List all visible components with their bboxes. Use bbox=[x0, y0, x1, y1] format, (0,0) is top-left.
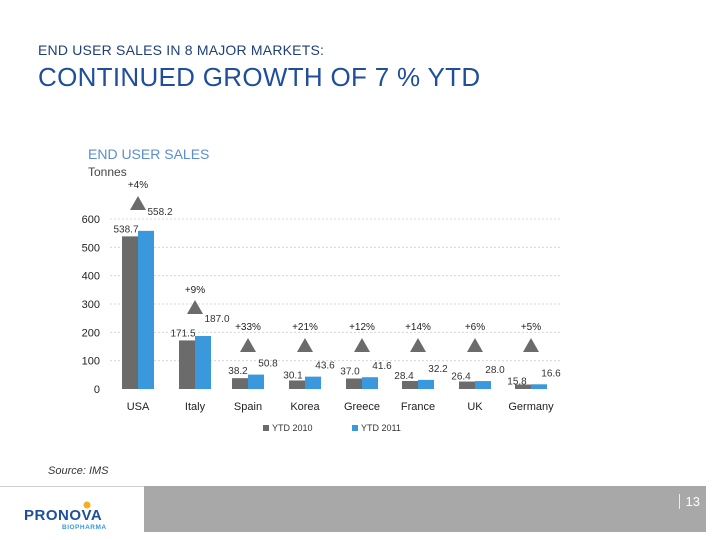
legend-swatch bbox=[263, 425, 269, 431]
data-label: 50.8 bbox=[258, 359, 278, 370]
slide-title: CONTINUED GROWTH OF 7 % YTD bbox=[38, 62, 481, 92]
growth-arrow-icon bbox=[240, 338, 256, 352]
data-label: 26.4 bbox=[451, 372, 471, 383]
slide-supertitle: END USER SALES IN 8 MAJOR MARKETS: bbox=[38, 42, 325, 58]
growth-label: +33% bbox=[235, 322, 261, 333]
legend-label: YTD 2011 bbox=[361, 423, 401, 433]
y-tick-label: 600 bbox=[82, 214, 100, 226]
y-tick-label: 300 bbox=[82, 299, 100, 311]
footer-logo-area: PRONOVA BIOPHARMA bbox=[0, 486, 144, 533]
growth-label: +21% bbox=[292, 322, 318, 333]
data-label: 28.4 bbox=[394, 371, 414, 382]
x-tick-label: Korea bbox=[290, 401, 320, 413]
bar-ytd2010 bbox=[122, 236, 138, 389]
data-label: 15.8 bbox=[507, 377, 527, 388]
page-number: 13 bbox=[678, 494, 700, 509]
bar-ytd2010 bbox=[179, 340, 195, 389]
growth-label: +12% bbox=[349, 322, 375, 333]
growth-arrow-icon bbox=[523, 338, 539, 352]
y-tick-label: 100 bbox=[82, 356, 100, 368]
growth-arrow-icon bbox=[354, 338, 370, 352]
x-tick-label: Germany bbox=[508, 401, 554, 413]
bar-ytd2011 bbox=[531, 384, 547, 389]
bar-ytd2011 bbox=[195, 336, 211, 389]
growth-label: +6% bbox=[465, 322, 485, 333]
bar-ytd2011 bbox=[362, 377, 378, 389]
growth-label: +9% bbox=[185, 285, 205, 296]
data-label: 28.0 bbox=[485, 365, 505, 376]
growth-label: +14% bbox=[405, 322, 431, 333]
data-label: 32.2 bbox=[428, 364, 448, 375]
bar-ytd2010 bbox=[289, 380, 305, 389]
y-tick-label: 400 bbox=[82, 271, 100, 283]
y-axis-label: Tonnes bbox=[88, 165, 127, 179]
pronova-logo: PRONOVA BIOPHARMA bbox=[24, 501, 107, 531]
legend-swatch bbox=[352, 425, 358, 431]
data-label: 558.2 bbox=[147, 207, 172, 218]
data-label: 38.2 bbox=[228, 366, 248, 377]
growth-arrow-icon bbox=[130, 196, 146, 210]
data-label: 171.5 bbox=[170, 328, 195, 339]
growth-arrow-icon bbox=[187, 300, 203, 314]
x-tick-label: Italy bbox=[185, 401, 206, 413]
growth-arrow-icon bbox=[297, 338, 313, 352]
bar-ytd2011 bbox=[418, 379, 434, 389]
growth-arrow-icon bbox=[410, 338, 426, 352]
x-tick-label: USA bbox=[127, 401, 150, 413]
footer-bar: 13 bbox=[144, 486, 706, 532]
bar-ytd2011 bbox=[475, 381, 491, 389]
data-label: 187.0 bbox=[204, 314, 229, 325]
y-tick-label: 500 bbox=[82, 242, 100, 254]
bar-ytd2011 bbox=[138, 230, 154, 389]
growth-arrow-icon bbox=[467, 338, 483, 352]
bar-ytd2010 bbox=[346, 378, 362, 389]
chart-title: END USER SALES bbox=[88, 146, 209, 162]
data-label: 43.6 bbox=[315, 361, 335, 372]
legend-label: YTD 2010 bbox=[272, 423, 313, 433]
logo-text: PRONOVA bbox=[24, 507, 102, 524]
logo-subtext: BIOPHARMA bbox=[62, 524, 107, 531]
data-label: 538.7 bbox=[113, 224, 138, 235]
data-label: 16.6 bbox=[541, 368, 561, 379]
y-tick-label: 0 bbox=[94, 384, 100, 396]
data-label: 41.6 bbox=[372, 361, 392, 372]
bar-ytd2010 bbox=[459, 381, 475, 389]
bar-ytd2011 bbox=[248, 374, 264, 389]
growth-label: +5% bbox=[521, 322, 541, 333]
x-tick-label: Greece bbox=[344, 401, 380, 413]
y-tick-label: 200 bbox=[82, 327, 100, 339]
x-tick-label: France bbox=[401, 401, 435, 413]
growth-label: +4% bbox=[128, 180, 148, 191]
bar-ytd2011 bbox=[305, 376, 321, 389]
x-tick-label: Spain bbox=[234, 401, 262, 413]
bar-ytd2010 bbox=[232, 378, 248, 389]
footer: PRONOVA BIOPHARMA 13 bbox=[0, 486, 720, 533]
data-label: 37.0 bbox=[340, 367, 360, 378]
bar-ytd2010 bbox=[402, 380, 418, 389]
x-tick-label: UK bbox=[467, 401, 483, 413]
bar-ytd2010 bbox=[515, 384, 531, 389]
data-label: 30.1 bbox=[283, 370, 303, 381]
source-note: Source: IMS bbox=[48, 465, 109, 477]
